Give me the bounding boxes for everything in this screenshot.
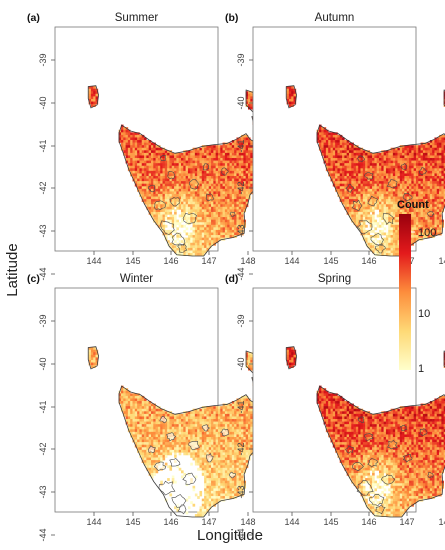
y-tick-label: -44 bbox=[38, 267, 48, 280]
panel-title: Summer bbox=[115, 12, 159, 24]
y-tick-label: -40 bbox=[236, 96, 246, 109]
legend-tick-label: 100 bbox=[418, 227, 436, 239]
x-tick-label: 144 bbox=[86, 256, 101, 266]
map-panel-autumn: (b)Autumn144145146147148-39-40-41-42-43-… bbox=[225, 12, 445, 281]
area-contours bbox=[345, 155, 435, 254]
map-panel-winter: (c) Winter 144 145 146 147 148 -39 -40 -41 -42 -43 -… bbox=[27, 273, 266, 542]
x-tick-label: 148 bbox=[240, 256, 255, 266]
tasmania-outline bbox=[316, 124, 445, 257]
x-tick-label: 147 bbox=[201, 517, 216, 527]
legend: Count 100 10 1 bbox=[397, 199, 436, 375]
king-island-outline bbox=[285, 85, 298, 109]
y-axis-label: Latitude bbox=[4, 243, 21, 296]
y-tick-label: -43 bbox=[38, 224, 48, 237]
heat-cells bbox=[286, 347, 445, 517]
y-tick-label: -43 bbox=[236, 224, 246, 237]
x-tick-label: 147 bbox=[399, 517, 414, 527]
area-contours bbox=[148, 416, 237, 515]
y-tick-label: -39 bbox=[236, 314, 246, 327]
panel-tag: (a) bbox=[27, 12, 40, 24]
x-tick-label: 147 bbox=[201, 256, 216, 266]
legend-tick-label: 10 bbox=[418, 308, 430, 320]
y-tick-label: -40 bbox=[236, 357, 246, 370]
tasmania-outline bbox=[316, 385, 445, 518]
flinders-island-outline bbox=[443, 350, 445, 368]
panels: (a) Summer 144 145 146 147 148 -39 -40 -41 -42 -43 -… bbox=[27, 12, 445, 542]
panel-title: Winter bbox=[120, 273, 153, 285]
king-island-outline bbox=[87, 346, 100, 370]
x-tick-label: 144 bbox=[86, 517, 101, 527]
map-panel-summer: (a) Summer 144 145 146 147 148 -39 -40 -41 -42 -43 -… bbox=[27, 12, 266, 281]
x-tick-label: 146 bbox=[163, 256, 178, 266]
y-tick-label: -43 bbox=[38, 485, 48, 498]
x-tick-label: 148 bbox=[438, 517, 445, 527]
x-tick-label: 144 bbox=[284, 517, 299, 527]
x-tick-label: 145 bbox=[125, 517, 140, 527]
x-tick-label: 144 bbox=[284, 256, 299, 266]
area-contours bbox=[147, 155, 236, 253]
panel-tag: (c) bbox=[27, 273, 40, 285]
x-tick-label: 146 bbox=[361, 256, 376, 266]
y-tick-label: -42 bbox=[236, 442, 246, 455]
x-tick-label: 145 bbox=[323, 517, 338, 527]
tasmania-outline bbox=[118, 124, 260, 257]
king-island-outline bbox=[285, 346, 298, 370]
y-tick-label: -41 bbox=[236, 400, 246, 413]
y-tick-label: -42 bbox=[38, 442, 48, 455]
panel-title: Autumn bbox=[315, 12, 355, 24]
king-island-outline bbox=[87, 85, 100, 109]
legend-title: Count bbox=[397, 199, 429, 211]
y-tick-label: -44 bbox=[38, 528, 48, 541]
y-tick-label: -39 bbox=[38, 314, 48, 327]
x-tick-label: 148 bbox=[240, 517, 255, 527]
y-tick-label: -43 bbox=[236, 485, 246, 498]
x-axis-label: Longitude bbox=[197, 527, 263, 544]
x-tick-label: 145 bbox=[323, 256, 338, 266]
legend-colorbar bbox=[399, 214, 411, 370]
y-tick-label: -39 bbox=[38, 53, 48, 66]
heat-cells bbox=[88, 347, 265, 517]
y-tick-label: -41 bbox=[38, 139, 48, 152]
y-tick-label: -44 bbox=[236, 528, 246, 541]
area-contours bbox=[345, 416, 434, 515]
x-tick-label: 146 bbox=[163, 517, 178, 527]
panel-tag: (d) bbox=[225, 273, 238, 285]
y-tick-label: -40 bbox=[38, 357, 48, 370]
y-tick-label: -41 bbox=[236, 139, 246, 152]
x-tick-label: 145 bbox=[125, 256, 140, 266]
y-tick-label: -42 bbox=[236, 181, 246, 194]
y-tick-label: -41 bbox=[38, 400, 48, 413]
panel-tag: (b) bbox=[225, 12, 238, 24]
tasmania-outline bbox=[118, 385, 260, 518]
panel-title: Spring bbox=[318, 273, 351, 285]
x-tick-label: 148 bbox=[438, 256, 445, 266]
flinders-island-outline bbox=[443, 89, 445, 107]
y-tick-label: -44 bbox=[236, 267, 246, 280]
y-tick-label: -40 bbox=[38, 96, 48, 109]
legend-ticks: 100 10 1 bbox=[411, 227, 436, 375]
heat-cells bbox=[88, 86, 265, 256]
y-tick-label: -42 bbox=[38, 181, 48, 194]
x-tick-label: 146 bbox=[361, 517, 376, 527]
legend-tick-label: 1 bbox=[418, 363, 424, 375]
map-panel-spring: (d) Spring 144 145 146 147 148 -39 -40 -41 -42 -43 -… bbox=[225, 273, 445, 542]
y-tick-label: -39 bbox=[236, 53, 246, 66]
